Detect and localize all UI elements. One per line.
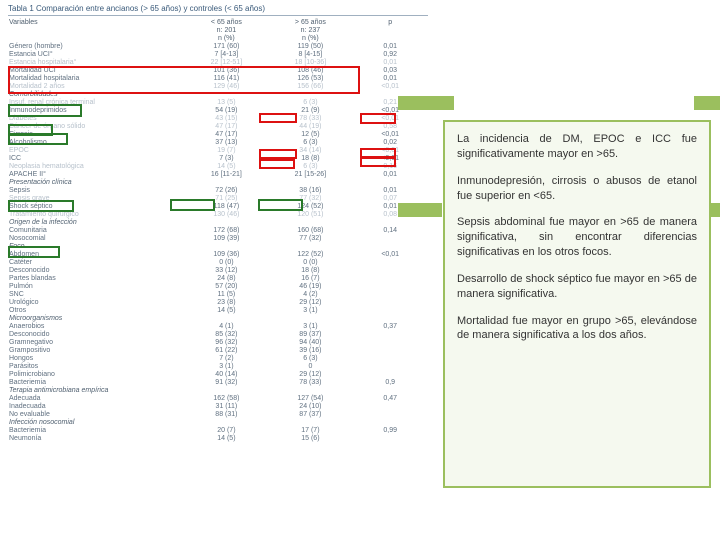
table-row: SNC11 (5)4 (2) [8, 290, 428, 298]
table-container: Tabla 1 Comparación entre ancianos (> 65… [8, 4, 428, 442]
table-row: Origen de la infección [8, 218, 428, 226]
table-row: Comunitaria172 (68)160 (68)0,14 [8, 226, 428, 234]
th-p: p [352, 18, 428, 26]
table-row: Mortalidad UCI101 (36)108 (46)0,03 [8, 66, 428, 74]
accent-bar [694, 96, 720, 110]
note-2: Inmunodepresión, cirrosis o abusos de et… [457, 174, 697, 204]
table-row: Terapia antimicrobiana empírica [8, 386, 428, 394]
table-row: Grampositivo61 (22)39 (16) [8, 346, 428, 354]
accent-bar [398, 203, 442, 217]
note-3: Sepsis abdominal fue mayor en >65 de man… [457, 215, 697, 260]
notes-panel: La incidencia de DM, EPOC e ICC fue sign… [443, 120, 711, 488]
table-row: Shock séptico118 (47)124 (52)0,01 [8, 202, 428, 210]
table-row: Mortalidad 2 años129 (46)156 (66)<0,01 [8, 82, 428, 90]
table-row: Microorganismos [8, 314, 428, 322]
accent-bar [398, 96, 454, 110]
table-row: Infección nosocomial [8, 418, 428, 426]
table-row: Género (hombre)171 (60)119 (50)0,01 [8, 42, 428, 50]
table-row: Desconocido85 (32)89 (37) [8, 330, 428, 338]
th-variables: Variables [8, 18, 184, 26]
note-5: Mortalidad fue mayor en grupo >65, elevá… [457, 314, 697, 344]
table-row: Mortalidad hospitalaria116 (41)126 (53)0… [8, 74, 428, 82]
table-row: Sepsis72 (26)38 (16)0,01 [8, 186, 428, 194]
table-row: EPOC19 (7)34 (14)<0,01 [8, 146, 428, 154]
table-title: Tabla 1 Comparación entre ancianos (> 65… [8, 4, 428, 13]
table-row: APACHE II°16 [11-21]21 [15-26]0,01 [8, 170, 428, 178]
table-row: Anaerobios4 (1)3 (1)0,37 [8, 322, 428, 330]
table-row: Desconocido33 (12)18 (8) [8, 266, 428, 274]
table-row: Adecuada162 (58)127 (54)0,47 [8, 394, 428, 402]
table-row: Estancia hospitalaria°22 [12-51]18 [10-3… [8, 58, 428, 66]
table-row: Otros14 (5)3 (1) [8, 306, 428, 314]
table-row: Inmunodeprimidos54 (19)21 (9)<0,01 [8, 106, 428, 114]
table-row: Sepsis grave71 (25)77 (32)0,07 [8, 194, 428, 202]
note-1: La incidencia de DM, EPOC e ICC fue sign… [457, 132, 697, 162]
th-g2: > 65 años [268, 18, 352, 26]
table-row: Nosocomial109 (39)77 (32) [8, 234, 428, 242]
table-row: Cáncer de órgano sólido47 (17)44 (19)0,5… [8, 122, 428, 130]
table-row: Hongos7 (2)6 (3) [8, 354, 428, 362]
table-row: Insuf. renal crónica terminal13 (5)6 (3)… [8, 98, 428, 106]
table-row: Comorbilidades [8, 90, 428, 98]
table-row: Bacteriemia20 (7)17 (7)0,99 [8, 426, 428, 434]
table-row: Pulmón57 (20)46 (19) [8, 282, 428, 290]
table-row: Neumonía14 (5)15 (6) [8, 434, 428, 442]
table-row: Neoplasia hematológica14 (5)6 (3)0,16 [8, 162, 428, 170]
table-row: Partes blandas24 (8)16 (7) [8, 274, 428, 282]
table-row: Inadecuada31 (11)24 (10) [8, 402, 428, 410]
table-row: Tratamiento quirúrgico130 (46)120 (51)0,… [8, 210, 428, 218]
table-row: Parásitos3 (1)0 [8, 362, 428, 370]
table-row: Urológico23 (8)29 (12) [8, 298, 428, 306]
table-row: Alcoholismo37 (13)6 (3)0,02 [8, 138, 428, 146]
table-row: Abdomen109 (36)122 (52)<0,01 [8, 250, 428, 258]
table-row: Bacteriemia91 (32)78 (33)0,9 [8, 378, 428, 386]
table-row: Catéter0 (0)0 (0) [8, 258, 428, 266]
table-row: Cirrosis47 (17)12 (5)<0,01 [8, 130, 428, 138]
table-row: Gramnegativo96 (32)94 (40) [8, 338, 428, 346]
table-row: Polimicrobiano40 (14)29 (12) [8, 370, 428, 378]
data-table: Variables < 65 años > 65 años p n: 201 n… [8, 18, 428, 442]
table-row: Diabetes43 (15)78 (33)<0,01 [8, 114, 428, 122]
table-row: Estancia UCI°7 [4-13]8 [4-15]0,92 [8, 50, 428, 58]
table-row: Foco [8, 242, 428, 250]
th-g1: < 65 años [184, 18, 268, 26]
table-row: Presentación clínica [8, 178, 428, 186]
table-row: ICC7 (3)18 (8)<0,01 [8, 154, 428, 162]
table-row: No evaluable88 (31)87 (37) [8, 410, 428, 418]
note-4: Desarrollo de shock séptico fue mayor en… [457, 272, 697, 302]
